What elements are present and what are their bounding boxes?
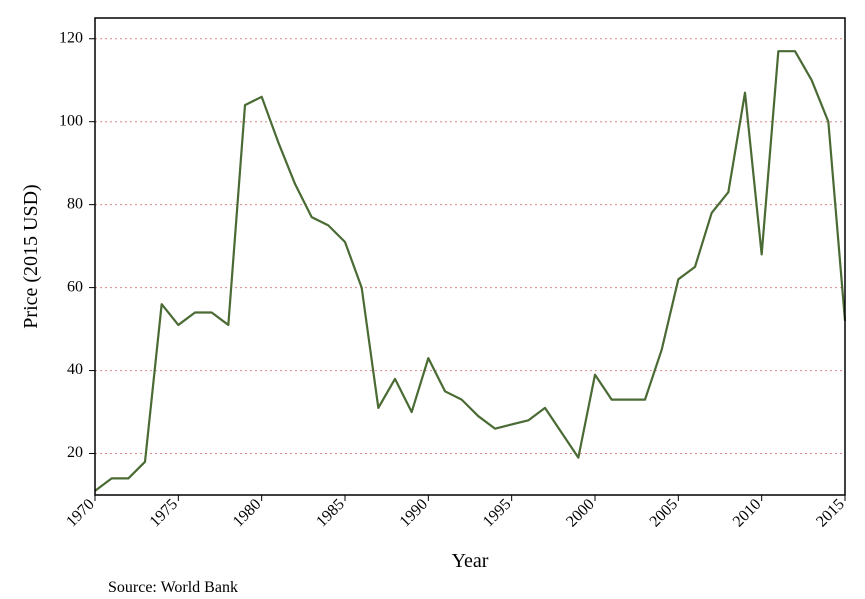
source-note: Source: World Bank [108, 579, 238, 596]
y-tick-label: 20 [67, 444, 83, 461]
y-tick-label: 60 [67, 278, 83, 295]
y-axis-label: Price (2015 USD) [20, 184, 42, 328]
y-tick-label: 80 [67, 195, 83, 212]
y-tick-label: 40 [67, 361, 83, 378]
x-axis-label: Year [452, 550, 489, 572]
y-tick-label: 120 [59, 29, 83, 46]
price-line-chart: 1970197519801985199019952000200520102015… [0, 0, 865, 599]
y-tick-label: 100 [59, 112, 83, 129]
